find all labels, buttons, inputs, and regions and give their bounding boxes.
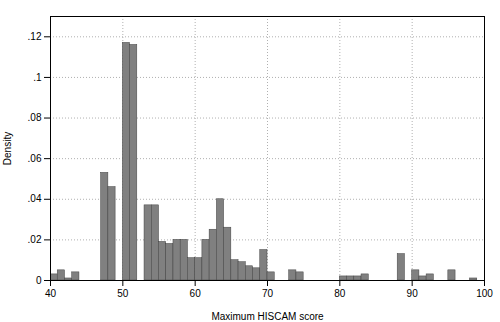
svg-text:80: 80	[334, 288, 346, 299]
svg-text:.04: .04	[28, 193, 42, 204]
svg-text:40: 40	[45, 288, 57, 299]
svg-text:60: 60	[190, 288, 202, 299]
svg-text:.12: .12	[28, 31, 42, 42]
svg-text:Maximum HISCAM score: Maximum HISCAM score	[211, 311, 324, 322]
svg-text:.08: .08	[28, 112, 42, 123]
svg-text:0: 0	[36, 275, 42, 286]
svg-text:.1: .1	[33, 72, 42, 83]
svg-text:Density: Density	[2, 132, 13, 165]
svg-text:90: 90	[407, 288, 419, 299]
svg-text:.02: .02	[28, 234, 42, 245]
svg-text:100: 100	[476, 288, 493, 299]
svg-text:50: 50	[117, 288, 129, 299]
svg-text:.06: .06	[28, 153, 42, 164]
svg-text:70: 70	[262, 288, 274, 299]
